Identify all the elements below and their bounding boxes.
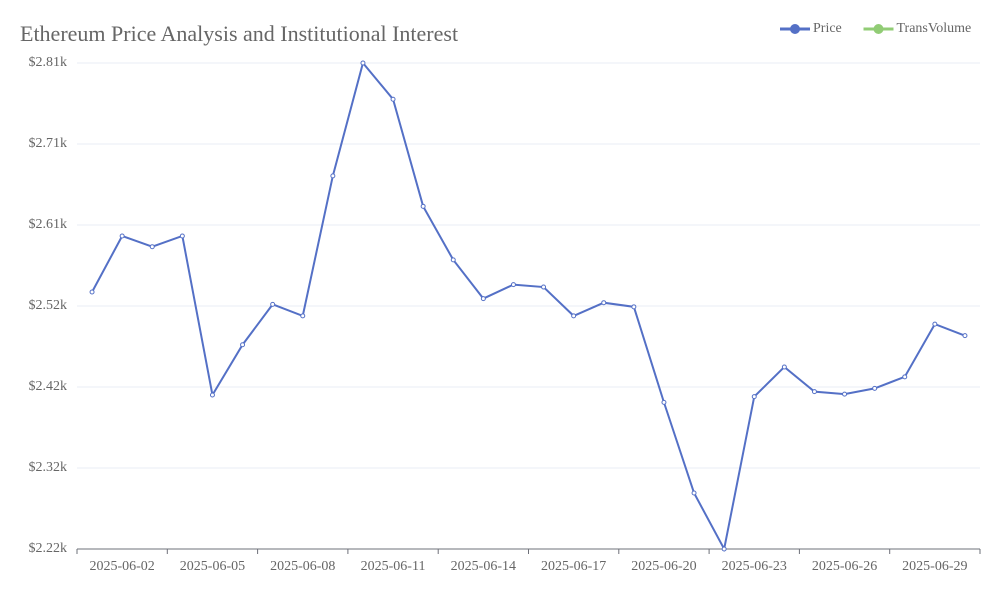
x-tick-label: 2025-06-08 (270, 559, 335, 574)
point (631, 304, 637, 310)
point (902, 374, 908, 380)
point (270, 301, 276, 307)
point (480, 296, 486, 302)
y-tick-label: $2.22k (29, 541, 68, 556)
point (240, 342, 246, 348)
point (811, 389, 817, 395)
point (119, 233, 125, 239)
legend-label: Price (813, 21, 842, 36)
point (541, 284, 547, 290)
point (842, 391, 848, 397)
point (691, 490, 697, 496)
x-tick-label: 2025-06-20 (631, 559, 696, 574)
point (390, 96, 396, 102)
point (420, 203, 426, 209)
x-tick-label: 2025-06-17 (541, 559, 606, 574)
point (300, 313, 306, 319)
y-tick-label: $2.61k (29, 217, 68, 232)
point (751, 394, 757, 400)
point (571, 313, 577, 319)
point (661, 399, 667, 405)
point (721, 546, 727, 552)
point (510, 282, 516, 288)
legend-marker (873, 24, 884, 34)
legend-marker (790, 24, 800, 34)
point (962, 333, 968, 339)
point (360, 60, 366, 66)
price-line (91, 60, 966, 552)
point (872, 385, 878, 391)
point (781, 364, 787, 370)
legend-label: TransVolume (897, 21, 972, 36)
point (601, 300, 607, 306)
point (89, 289, 95, 295)
point (149, 244, 155, 250)
point (330, 173, 336, 179)
point (450, 257, 456, 263)
y-tick-label: $2.42k (29, 379, 68, 394)
x-tick-label: 2025-06-29 (902, 559, 967, 574)
y-tick-label: $2.81k (29, 55, 68, 70)
point (209, 392, 215, 398)
y-tick-label: $2.52k (29, 298, 68, 313)
x-tick-label: 2025-06-05 (180, 559, 245, 574)
x-tick-label: 2025-06-26 (812, 559, 877, 574)
y-tick-label: $2.71k (29, 136, 68, 151)
x-tick-label: 2025-06-14 (451, 559, 516, 574)
x-tick-label: 2025-06-02 (89, 559, 154, 574)
x-tick-label: 2025-06-23 (722, 559, 787, 574)
chart-title: Ethereum Price Analysis and Institutiona… (20, 21, 458, 46)
point (932, 321, 938, 327)
point (179, 233, 185, 239)
y-tick-label: $2.32k (29, 460, 68, 475)
x-tick-label: 2025-06-11 (361, 559, 426, 574)
